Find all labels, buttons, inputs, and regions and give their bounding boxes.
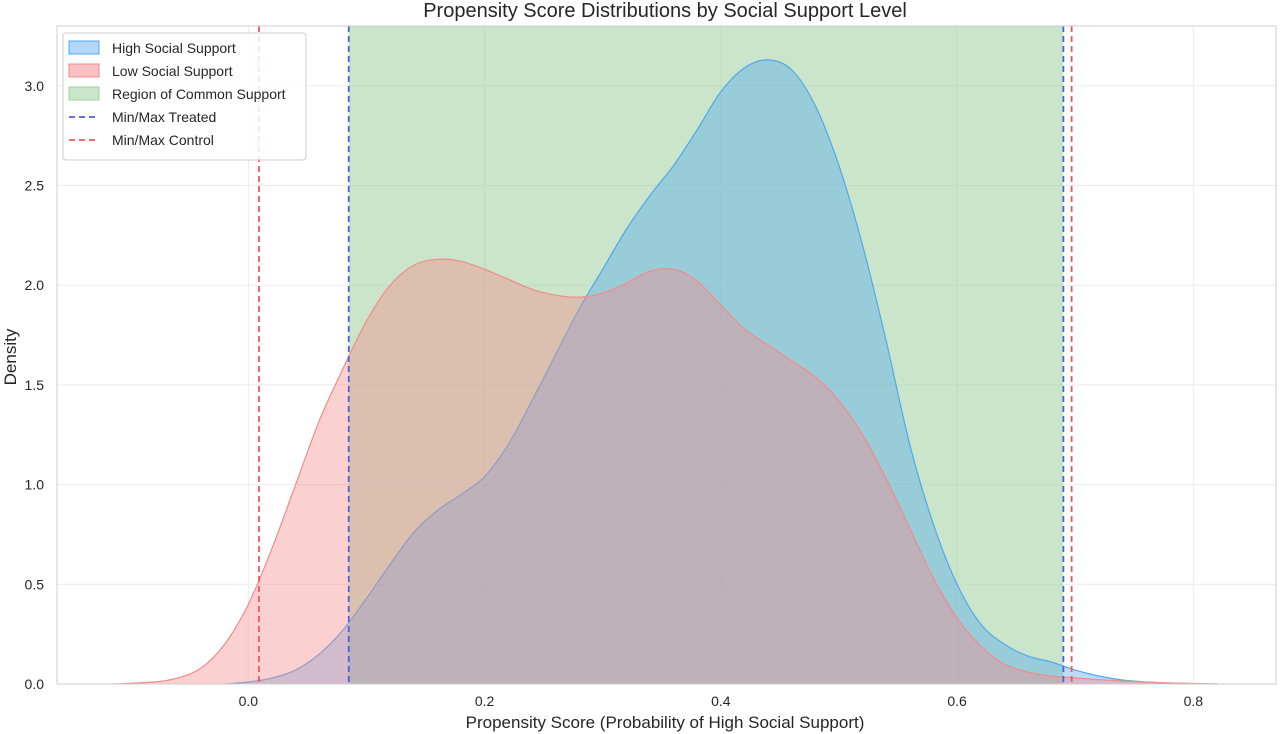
y-tick-label: 0.0 — [25, 676, 45, 692]
legend-label-high-social-support: High Social Support — [112, 40, 236, 56]
density-area-low-social-support — [112, 259, 1217, 684]
density-areas — [112, 59, 1217, 685]
legend-label-min-max-control: Min/Max Control — [112, 132, 214, 148]
legend-label-region-of-common-support: Region of Common Support — [112, 86, 286, 102]
y-tick-label: 2.5 — [25, 178, 45, 194]
common-support-layer — [348, 26, 1064, 684]
x-tick-label: 0.6 — [947, 693, 967, 709]
x-tick-label: 0.4 — [711, 693, 731, 709]
legend-box — [62, 32, 307, 161]
x-tick-label: 0.2 — [475, 693, 495, 709]
x-axis-label: Propensity Score (Probability of High So… — [466, 713, 865, 732]
legend-label-low-social-support: Low Social Support — [112, 63, 233, 79]
y-axis-label: Density — [1, 328, 20, 385]
density-curve-low-social-support — [112, 258, 1217, 685]
y-tick-label: 1.0 — [25, 477, 45, 493]
x-tick-label: 0.0 — [239, 693, 259, 709]
x-tick-label: 0.8 — [1184, 693, 1204, 709]
legend-swatch-region-of-common-support — [68, 86, 100, 101]
chart-title: Propensity Score Distributions by Social… — [423, 0, 907, 22]
y-tick-label: 1.5 — [25, 377, 45, 393]
density-area-high-social-support — [224, 59, 1217, 685]
y-tick-label: 2.0 — [25, 277, 45, 293]
plot-frame — [56, 25, 1277, 685]
y-tick-label: 3.0 — [25, 78, 45, 94]
legend-swatch-high-social-support — [68, 40, 100, 55]
common-support-band — [348, 26, 1064, 684]
legend-label-min-max-treated: Min/Max Treated — [112, 109, 216, 125]
legend-swatch-low-social-support — [68, 63, 100, 78]
axis-ticks: 0.0 0.2 0.4 0.6 0.8 0.0 0.5 1.0 1.5 2.0 2.5 3.0 — [25, 78, 1204, 709]
legend: High Social Support Low Social Support Reg… — [62, 32, 307, 161]
density-curve-high-social-support — [224, 59, 1217, 685]
y-tick-label: 0.5 — [25, 576, 45, 592]
